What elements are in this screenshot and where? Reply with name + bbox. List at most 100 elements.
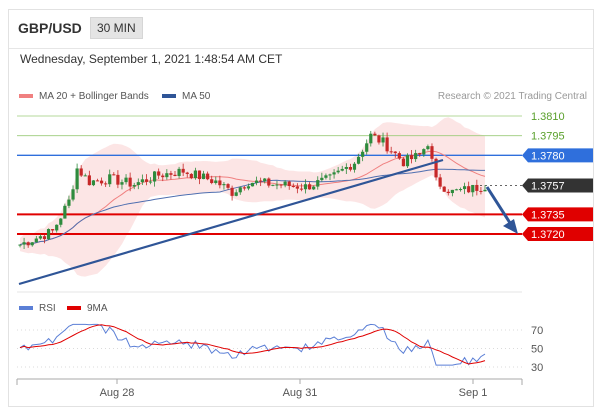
candle-body xyxy=(38,236,42,239)
candle-body xyxy=(393,151,397,154)
candle-body xyxy=(75,168,79,190)
candle-body xyxy=(369,133,373,144)
candle-body xyxy=(218,180,222,186)
candle-body xyxy=(442,186,446,192)
candle-body xyxy=(148,181,153,183)
candle-body xyxy=(226,184,230,188)
candle-body xyxy=(144,179,149,182)
candle-body xyxy=(336,170,340,173)
rsi-legend-label-1: 9MA xyxy=(87,303,108,314)
candle-body xyxy=(344,166,348,169)
candle-body xyxy=(303,184,308,190)
forecast-arrow-head xyxy=(503,219,518,234)
candle-body xyxy=(385,137,389,152)
candle-body xyxy=(320,177,324,181)
candle-body xyxy=(185,172,189,174)
level-label-1.3810: 1.3810 xyxy=(531,111,565,123)
rsi-legend-swatch-1 xyxy=(67,306,81,310)
candle-body xyxy=(467,186,471,193)
candle-body xyxy=(153,171,157,182)
candle-body xyxy=(116,174,120,185)
x-axis-label-0: Aug 28 xyxy=(100,387,135,399)
candle-body xyxy=(104,183,108,185)
legend-swatch-1 xyxy=(162,94,176,98)
candle-body xyxy=(483,189,487,192)
candle-body xyxy=(405,155,410,167)
candle-body xyxy=(132,185,136,187)
currency-pair: GBP/USD xyxy=(18,20,82,36)
candle-body xyxy=(397,153,401,159)
candle-body xyxy=(254,180,259,183)
candle-body xyxy=(324,175,328,178)
candle-body xyxy=(279,184,283,186)
candle-body xyxy=(189,173,193,179)
x-axis-label-1: Aug 31 xyxy=(283,387,318,399)
candle-body xyxy=(458,189,463,191)
forecast-arrow-shaft xyxy=(485,186,514,227)
candle-body xyxy=(157,171,161,176)
candle-body xyxy=(140,179,144,183)
candle-body xyxy=(112,174,116,176)
rsi-tick-70: 70 xyxy=(531,325,543,337)
candle-body xyxy=(51,229,55,231)
candle-body xyxy=(210,179,214,184)
candle-body xyxy=(136,182,140,186)
candle-body xyxy=(414,153,418,160)
candle-body xyxy=(352,163,357,170)
candle-body xyxy=(463,186,467,190)
candle-body xyxy=(287,181,291,187)
candle-body xyxy=(422,149,426,155)
candle-body xyxy=(308,184,312,190)
candle-body xyxy=(22,242,26,245)
candle-body xyxy=(42,236,47,240)
candle-body xyxy=(169,173,173,175)
candle-body xyxy=(291,186,295,188)
candle-body xyxy=(430,146,434,159)
candle-body xyxy=(181,168,185,173)
candle-body xyxy=(124,177,128,183)
legend-label-0: MA 20 + Bollinger Bands xyxy=(39,91,149,102)
candle-body xyxy=(108,174,112,185)
candle-body xyxy=(91,180,96,186)
candle-body xyxy=(173,174,177,177)
candle-body xyxy=(475,184,479,191)
candle-body xyxy=(201,173,206,180)
candle-body xyxy=(46,229,51,240)
x-axis-label-2: Sep 1 xyxy=(459,387,488,399)
candle-body xyxy=(381,137,385,143)
legend-swatch-0 xyxy=(19,94,33,98)
candle-body xyxy=(79,168,83,176)
candle-body xyxy=(18,244,22,246)
candle-body xyxy=(87,175,91,186)
candle-body xyxy=(316,180,320,187)
chart-header: GBP/USD 30 MIN xyxy=(9,10,593,49)
level-tag-1.3757 xyxy=(522,178,593,193)
candle-body xyxy=(222,184,226,186)
candle-body xyxy=(259,180,263,182)
candle-body xyxy=(401,158,406,167)
level-label-1.3735: 1.3735 xyxy=(531,209,565,221)
candle-body xyxy=(373,133,377,136)
level-label-1.3780: 1.3780 xyxy=(531,150,565,162)
timeframe-badge[interactable]: 30 MIN xyxy=(90,17,143,39)
candle-body xyxy=(242,187,246,189)
candle-body xyxy=(454,189,459,191)
level-label-1.3757: 1.3757 xyxy=(531,180,565,192)
candle-body xyxy=(283,181,287,186)
candle-body xyxy=(71,189,75,200)
level-label-1.3795: 1.3795 xyxy=(531,131,565,143)
candle-body xyxy=(59,218,63,225)
rsi-ma-line xyxy=(19,324,486,365)
level-tag-1.3780 xyxy=(522,148,593,163)
candle-body xyxy=(348,166,352,170)
trend-line xyxy=(18,158,444,286)
candle-body xyxy=(426,146,430,150)
candle-body xyxy=(479,190,483,192)
legend-label-1: MA 50 xyxy=(182,91,211,102)
candle-body xyxy=(67,199,71,206)
candle-body xyxy=(389,151,393,153)
chart-datetime: Wednesday, September 1, 2021 1:48:54 AM … xyxy=(20,52,283,66)
candle-body xyxy=(365,143,369,152)
candle-body xyxy=(271,184,275,186)
candle-body xyxy=(230,187,234,196)
